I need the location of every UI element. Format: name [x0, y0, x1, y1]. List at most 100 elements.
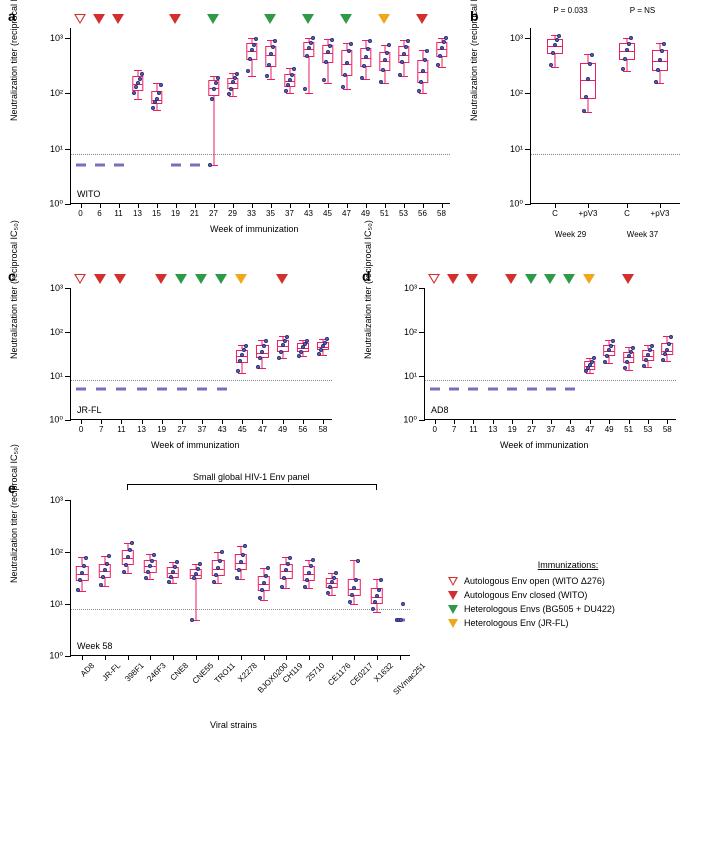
whisker-cap: [586, 373, 594, 374]
data-point: [212, 87, 216, 91]
whisker-cap: [343, 89, 351, 90]
data-point: [284, 89, 288, 93]
ytick: [65, 552, 71, 553]
data-point: [194, 572, 198, 576]
data-point: [603, 360, 607, 364]
immunization-marker-icon: [175, 274, 187, 284]
xtick-label: 45: [238, 425, 247, 434]
data-point: [347, 49, 351, 53]
xtick-label: 0: [432, 425, 436, 434]
data-point: [283, 339, 287, 343]
data-point: [669, 335, 673, 339]
data-point: [623, 57, 627, 61]
xtick: [309, 203, 310, 208]
xtick: [176, 203, 177, 208]
immunization-marker-icon: [525, 274, 537, 284]
xtick: [233, 203, 234, 208]
data-point: [605, 354, 609, 358]
data-point: [210, 97, 214, 101]
ytick-label: 10³: [510, 33, 523, 43]
ytick-label: 10³: [50, 33, 63, 43]
ytick: [525, 93, 531, 94]
data-point: [124, 563, 128, 567]
ytick: [525, 38, 531, 39]
below-lod-dash: [527, 388, 537, 391]
below-lod-dash: [546, 388, 556, 391]
ytick-label: 10¹: [50, 144, 63, 154]
data-point: [425, 49, 429, 53]
whisker: [346, 76, 347, 88]
data-point: [218, 559, 222, 563]
immunization-marker-icon: [74, 274, 86, 284]
ytick: [419, 288, 425, 289]
plot-area: 10⁰10¹10²10³Neutralization titer (recipr…: [424, 288, 676, 420]
immunization-marker-icon: [378, 14, 390, 24]
data-point: [385, 51, 389, 55]
data-point: [301, 345, 305, 349]
whisker: [270, 67, 271, 79]
immunization-marker-icon: [466, 274, 478, 284]
xtick: [347, 203, 348, 208]
data-point: [284, 568, 288, 572]
xtick-label: 45: [323, 209, 332, 218]
immunization-marker-icon: [505, 274, 517, 284]
xtick: [354, 655, 355, 660]
data-point: [341, 85, 345, 89]
data-point: [305, 578, 309, 582]
data-point: [311, 36, 315, 40]
xtick: [551, 419, 552, 424]
xtick-label: 11: [114, 209, 122, 218]
xtick: [100, 203, 101, 208]
immunization-marker-icon: [428, 274, 440, 284]
data-point: [220, 550, 224, 554]
xtick-label: 6: [97, 209, 101, 218]
data-point: [646, 353, 650, 357]
xtick: [328, 203, 329, 208]
xtick-label: 0: [79, 425, 83, 434]
data-point: [271, 45, 275, 49]
xtick-label: C: [624, 209, 630, 218]
data-point: [631, 346, 635, 350]
xtick-label: 246F3: [146, 661, 168, 683]
data-point: [368, 39, 372, 43]
xtick: [366, 203, 367, 208]
legend: Immunizations:Autologous Env open (WITO …: [448, 560, 688, 632]
data-point: [332, 576, 336, 580]
data-point: [307, 571, 311, 575]
below-lod-dash: [197, 388, 207, 391]
whisker: [354, 596, 355, 604]
whisker-cap: [623, 71, 631, 72]
whisker: [241, 570, 242, 579]
ytick-label: 10²: [510, 88, 523, 98]
data-point: [288, 78, 292, 82]
xtick-label: 13: [133, 209, 142, 218]
data-point: [132, 91, 136, 95]
data-point: [214, 573, 218, 577]
whisker: [660, 71, 661, 83]
ytick-label: 10⁰: [49, 199, 63, 210]
immunization-marker-icon: [563, 274, 575, 284]
data-point: [146, 570, 150, 574]
xtick-label: +pV3: [579, 209, 598, 218]
whisker-cap: [419, 93, 427, 94]
data-point: [362, 64, 366, 68]
threshold-line: [531, 154, 680, 155]
immunization-marker-icon: [74, 14, 86, 24]
data-point: [231, 80, 235, 84]
xtick-label: 19: [157, 425, 166, 434]
xtick-label: 43: [304, 209, 313, 218]
xtick-label: 37: [547, 425, 556, 434]
xtick: [173, 655, 174, 660]
immunization-marker-icon: [215, 274, 227, 284]
whisker: [156, 83, 157, 90]
whisker: [377, 604, 378, 612]
below-lod-dash: [449, 388, 459, 391]
whisker-cap: [584, 112, 592, 113]
ytick: [525, 204, 531, 205]
below-lod-dash: [95, 164, 105, 167]
xtick-label: 58: [663, 425, 672, 434]
data-point: [404, 45, 408, 49]
week-group-label: Week 37: [627, 230, 658, 239]
xtick: [588, 203, 589, 208]
xtick: [609, 419, 610, 424]
